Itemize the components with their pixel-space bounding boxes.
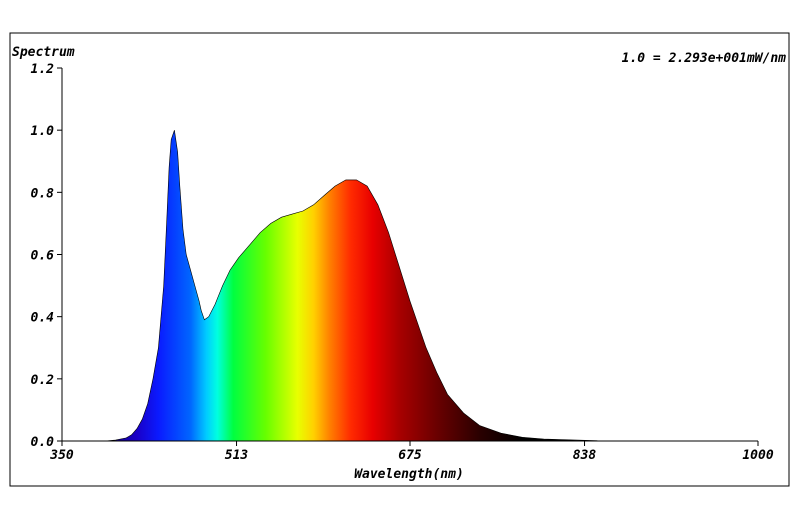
- x-ticks: 350 513 675 838 1000: [49, 441, 774, 463]
- y-ticks: 0.0 0.2 0.4 0.6 0.8 1.0 1.2: [31, 62, 62, 450]
- spectrum-line: [62, 130, 758, 442]
- x-tick-label: 350: [49, 448, 74, 463]
- y-tick-label: 0.4: [31, 311, 55, 326]
- x-tick-label: 1000: [742, 448, 773, 463]
- spectrum-area: [62, 130, 758, 441]
- y-tick-label: 0.2: [31, 373, 55, 388]
- plot-area: [62, 130, 758, 442]
- x-tick-label: 838: [573, 448, 597, 463]
- chart-title: Spectrum: [12, 45, 75, 60]
- x-axis-label: Wavelength(nm): [354, 467, 464, 482]
- y-tick-label: 1.0: [31, 124, 55, 139]
- y-tick-label: 0.8: [31, 186, 55, 201]
- y-tick-label: 1.2: [31, 62, 55, 77]
- scale-note: 1.0 = 2.293e+001mW/nm: [622, 51, 787, 66]
- y-tick-label: 0.0: [31, 435, 55, 450]
- x-tick-label: 513: [225, 448, 249, 463]
- x-tick-label: 675: [398, 448, 422, 463]
- outer-frame: [9, 32, 790, 487]
- y-tick-label: 0.6: [31, 249, 55, 264]
